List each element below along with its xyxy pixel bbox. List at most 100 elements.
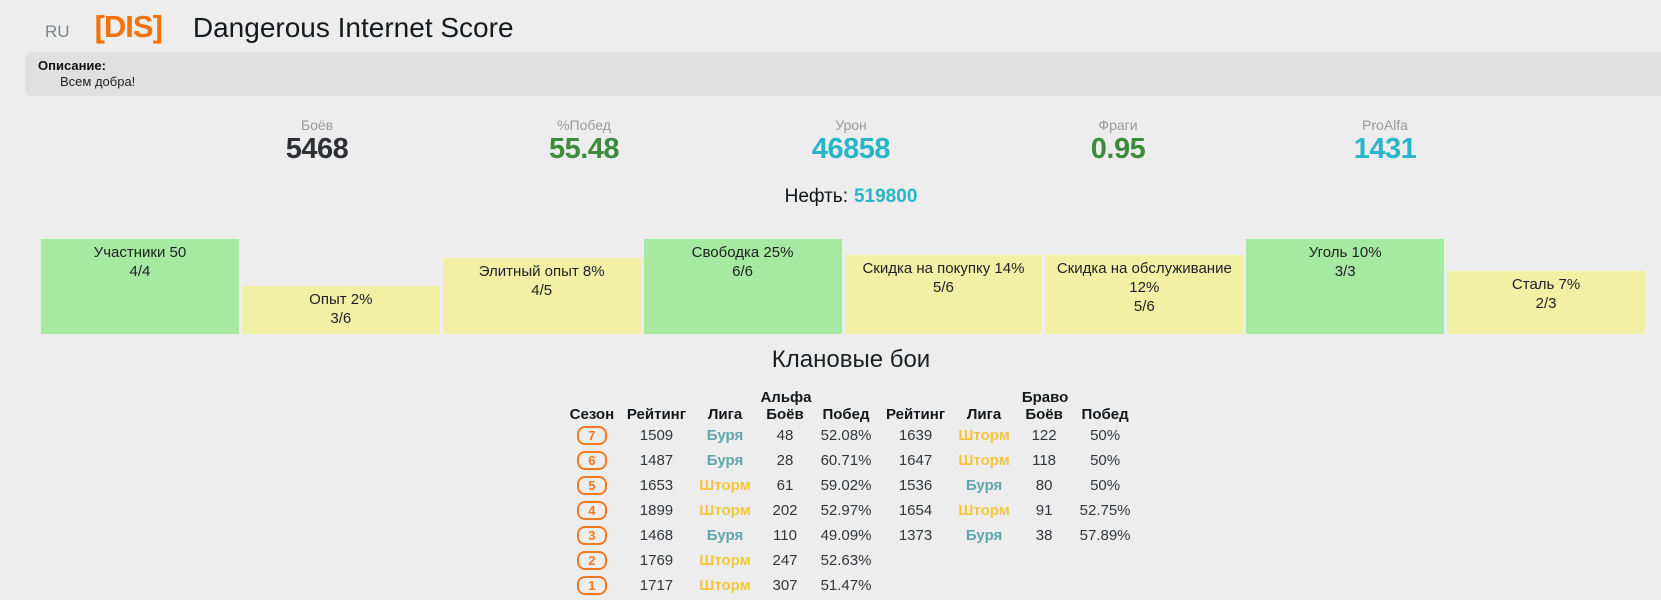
clan-tag: [DIS] xyxy=(94,9,163,44)
reserve-progress: 5/6 xyxy=(1133,298,1155,315)
alpha-battles-cell: 202 xyxy=(772,502,798,519)
alpha-league-cell: Шторм xyxy=(692,498,758,523)
league-name: Буря xyxy=(706,427,744,444)
bravo-wins-cell: 57.89% xyxy=(1079,527,1131,544)
season-cell: 1 xyxy=(563,573,621,598)
reserve-title: Скидка на покупку 14% xyxy=(862,260,1025,277)
reserve-title: Участники 50 xyxy=(93,244,187,261)
alpha-rating-cell: 1769 xyxy=(639,552,674,569)
season-badge[interactable]: 2 xyxy=(576,551,607,570)
alpha-wins-cell: 59.02% xyxy=(820,477,872,494)
season-badge[interactable]: 4 xyxy=(576,501,607,520)
table-row: 5 1653 Шторм 61 59.02% 1536 Буря 80 50% xyxy=(563,473,1139,498)
reserve-block: Элитный опыт 8% 4/5 xyxy=(442,258,641,334)
oil-value: 519800 xyxy=(853,186,918,207)
season-badge[interactable]: 1 xyxy=(576,576,607,595)
season-badge[interactable]: 6 xyxy=(576,451,607,470)
bravo-wins-cell: 52.75% xyxy=(1079,502,1131,519)
table-header-row: Сезон Рейтинг Лига Боёв Побед Рейтинг Лига Боёв… xyxy=(563,406,1139,423)
column-header: Боёв xyxy=(766,406,804,423)
bravo-league-cell xyxy=(951,548,1017,573)
reserve-title: Элитный опыт 8% xyxy=(478,263,605,280)
stat-value: 0.95 xyxy=(1090,133,1146,165)
reserve-progress: 3/6 xyxy=(330,310,352,327)
stat-value: 5468 xyxy=(285,133,349,165)
stat-label: %Побед xyxy=(557,117,611,133)
bravo-league-cell: Шторм xyxy=(951,423,1017,448)
season-cell: 3 xyxy=(563,523,621,548)
group-header-bravo: Браво xyxy=(1021,389,1069,406)
clan-battles-title: Клановые бои xyxy=(771,346,931,373)
league-name: Шторм xyxy=(699,477,751,494)
group-header-spacer xyxy=(563,389,692,406)
description-label: Описание: xyxy=(38,58,106,73)
alpha-battles-cell: 110 xyxy=(773,527,797,544)
column-header: Боёв xyxy=(1025,406,1063,423)
alpha-rating-cell: 1717 xyxy=(639,577,674,594)
column-header: Побед xyxy=(1081,406,1129,423)
reserve-title: Скидка на обслуживание 12% xyxy=(1056,260,1232,296)
season-cell: 5 xyxy=(563,473,621,498)
season-badge[interactable]: 7 xyxy=(576,426,607,445)
reserve-title: Уголь 10% xyxy=(1308,244,1382,261)
column-header: Рейтинг xyxy=(886,406,946,423)
season-cell: 2 xyxy=(563,548,621,573)
table-group-header-row: Альфа Браво xyxy=(563,389,1139,406)
season-cell: 6 xyxy=(563,448,621,473)
group-header-alpha: Альфа xyxy=(760,389,812,406)
league-name: Шторм xyxy=(699,502,751,519)
season-badge[interactable]: 5 xyxy=(576,476,607,495)
league-name: Буря xyxy=(965,527,1003,544)
group-header-spacer xyxy=(880,389,951,406)
alpha-wins-cell: 49.09% xyxy=(820,527,872,544)
league-name: Буря xyxy=(965,477,1003,494)
season-cell: 7 xyxy=(563,423,621,448)
stats-row: Боёв 5468 %Побед 55.48 Урон 46858 Фраги 0.95 Pro… xyxy=(184,117,1519,165)
league-name: Шторм xyxy=(958,452,1010,469)
table-row: 7 1509 Буря 48 52.08% 1639 Шторм 122 50% xyxy=(563,423,1139,448)
reserve-title: Свободка 25% xyxy=(691,244,794,261)
column-header: Сезон xyxy=(569,406,615,423)
clan-battles-table: Альфа Браво Сезон Рейтинг Лига Боёв Побед Рейти… xyxy=(563,389,1139,598)
league-name: Шторм xyxy=(958,502,1010,519)
alpha-league-cell: Шторм xyxy=(692,573,758,598)
season-badge[interactable]: 3 xyxy=(576,526,607,545)
alpha-wins-cell: 52.63% xyxy=(820,552,872,569)
page-title: Dangerous Internet Score xyxy=(192,12,514,43)
reserve-title: Сталь 7% xyxy=(1511,276,1581,293)
bravo-wins-cell: 50% xyxy=(1090,477,1121,494)
description-box: Описание: Всем добра! xyxy=(25,52,1661,96)
alpha-battles-cell: 61 xyxy=(776,477,794,494)
bravo-wins-cell xyxy=(1071,573,1139,598)
reserve-block: Сталь 7% 2/3 xyxy=(1447,271,1645,334)
bravo-rating-cell: 1373 xyxy=(898,527,933,544)
alpha-rating-cell: 1899 xyxy=(639,502,674,519)
bravo-rating-cell: 1536 xyxy=(898,477,933,494)
stat-label: Боёв xyxy=(300,117,334,133)
reserve-block: Свободка 25% 6/6 xyxy=(643,239,842,334)
bravo-battles-cell xyxy=(1017,573,1071,598)
reserve-progress: 6/6 xyxy=(732,263,753,280)
bravo-wins-cell: 50% xyxy=(1090,427,1121,444)
alpha-battles-cell: 247 xyxy=(772,552,798,569)
league-name: Буря xyxy=(706,527,744,544)
stat-value: 55.48 xyxy=(548,133,620,165)
stat-column: %Побед 55.48 xyxy=(451,117,718,165)
bravo-rating-cell xyxy=(880,548,951,573)
bravo-battles-cell: 118 xyxy=(1032,452,1057,469)
content: Боёв 5468 %Побед 55.48 Урон 46858 Фраги 0.95 Pro… xyxy=(41,117,1661,598)
alpha-rating-cell: 1487 xyxy=(639,452,674,469)
reserve-block: Скидка на покупку 14% 5/6 xyxy=(844,255,1043,334)
bravo-battles-cell: 91 xyxy=(1035,502,1053,519)
reserves-bars: Участники 50 4/4 Опыт 2% 3/6 Элитный опыт 8%… xyxy=(41,239,1645,334)
league-name: Шторм xyxy=(699,552,751,569)
alpha-league-cell: Шторм xyxy=(692,548,758,573)
stat-column: Фраги 0.95 xyxy=(985,117,1252,165)
column-header: Лига xyxy=(707,406,743,423)
stat-label: Фраги xyxy=(1098,117,1138,133)
oil-label: Нефть: xyxy=(784,186,848,207)
reserve-title: Опыт 2% xyxy=(309,291,373,308)
stat-value: 46858 xyxy=(811,133,891,165)
bravo-battles-cell: 122 xyxy=(1031,427,1057,444)
stat-label: Урон xyxy=(835,117,867,133)
